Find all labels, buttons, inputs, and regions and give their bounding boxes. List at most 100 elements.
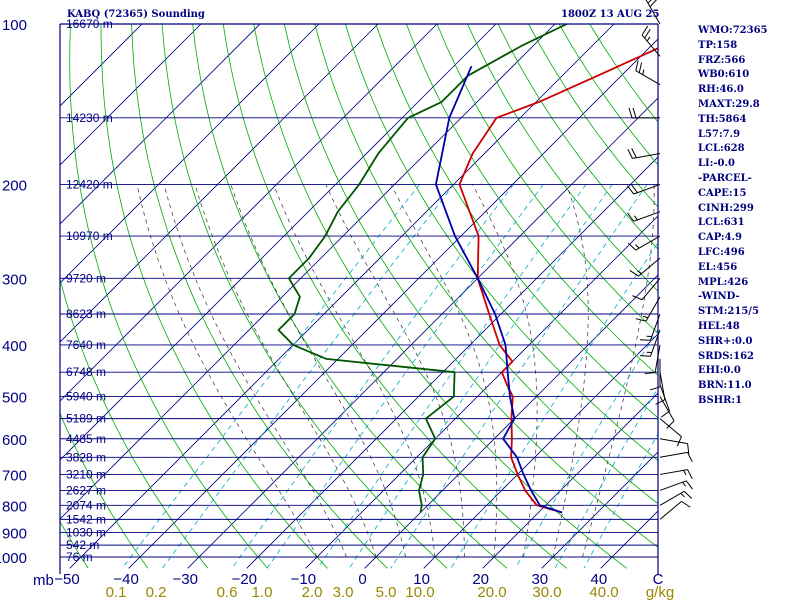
wind-barb-flag: [681, 500, 691, 508]
moist-adiabat-line: [390, 184, 498, 558]
isotherm-line: [482, 392, 658, 569]
wind-barbs: [627, 0, 693, 520]
mixing-ratio-line: [231, 184, 514, 569]
dry-adiabat-line: [345, 24, 658, 462]
mixing-ratio-line: [515, 328, 658, 569]
wind-barb-flag: [685, 480, 693, 490]
dry-adiabat-line: [406, 24, 658, 376]
background-grid: [60, 24, 658, 569]
height-label: 542 m: [66, 538, 99, 552]
wind-barb: [639, 313, 661, 341]
wind-barb: [627, 183, 661, 195]
pressure-tick-label: 200: [2, 177, 27, 194]
wind-barb-flag: [687, 452, 693, 462]
wind-barb-shaft: [659, 480, 687, 491]
wind-barb-flag: [687, 469, 693, 480]
mixing-ratio-line: [554, 387, 658, 569]
isotherm-line: [187, 97, 658, 569]
wind-barb-shaft: [659, 418, 682, 437]
wind-barb-flag: [666, 420, 675, 429]
wind-barb-flag: [632, 295, 643, 301]
isotherm-line: [364, 274, 658, 569]
wind-barb-shaft: [645, 296, 661, 322]
wind-barb: [659, 480, 693, 491]
wind-barb-flag: [627, 148, 633, 159]
pressure-tick-label: 100: [2, 17, 27, 34]
sounding-indices: WMO:72365 TP:158 FRZ:566 WB0:610 RH:46.0 MAXT…: [698, 24, 798, 409]
height-label: 16670 m: [66, 17, 113, 31]
wind-barb-flag: [649, 386, 661, 391]
mixing-ratio-line: [162, 184, 455, 569]
wind-barb-flag: [627, 185, 635, 195]
observation-time: 1800Z 13 AUG 25: [561, 9, 660, 20]
dry-adiabat-line: [131, 24, 388, 569]
height-label: 2074 m: [66, 498, 106, 512]
wind-barb-shaft: [632, 153, 661, 159]
wind-barb-shaft: [659, 438, 688, 445]
moist-adiabat-line: [230, 184, 406, 558]
wind-barb: [641, 25, 661, 57]
height-label: 3210 m: [66, 467, 106, 481]
wind-barb-flag: [642, 69, 645, 75]
sounding-index: TH:5864: [698, 113, 747, 125]
wind-barb: [635, 296, 661, 322]
mixing-ratio-label: 30.0: [532, 584, 561, 600]
wind-barb: [629, 257, 661, 277]
sounding-index: MAXT:29.8: [698, 98, 760, 110]
dry-adiabat-line: [497, 24, 658, 250]
temperature-tick-label: −30: [172, 571, 197, 588]
station-title: KABQ (72365) Sounding: [67, 9, 205, 20]
mixing-ratio-label: 2.0: [302, 584, 323, 600]
mixing-ratio-line: [390, 184, 648, 569]
wind-barb-flag: [635, 244, 640, 249]
height-label: 76 m: [66, 550, 93, 564]
wind-barb-shaft: [635, 235, 661, 251]
wind-barb: [659, 490, 693, 506]
wind-barb-flag: [628, 107, 633, 119]
wind-barb-shaft: [659, 384, 671, 412]
sounding-index: FRZ:566: [698, 54, 746, 66]
pressure-axis-label: mb: [33, 572, 54, 589]
temperature-tick-label: −50: [54, 571, 79, 588]
sounding-index: MPL:426: [698, 276, 749, 288]
wind-barb-flag: [627, 212, 635, 222]
mixing-ratio-label: 40.0: [589, 584, 618, 600]
parcel-trace: [435, 65, 563, 514]
sounding-index: LI:-0.0: [698, 158, 735, 170]
sounding-index: SHR+:0.0: [698, 335, 753, 347]
wind-barb-shaft: [659, 490, 685, 506]
sounding-profiles: [277, 24, 658, 514]
moist-adiabat-line: [325, 184, 465, 557]
sounding-index: L57:7.9: [698, 128, 741, 140]
height-label: 5189 m: [66, 412, 106, 426]
wind-barb: [635, 60, 661, 86]
temperature-tick-label: 0: [358, 571, 366, 588]
sounding-index: LFC:496: [698, 246, 745, 258]
wind-barb: [659, 384, 671, 418]
wind-barb-shaft: [659, 451, 688, 458]
dry-adiabat-line: [161, 24, 448, 569]
wind-barb-flag: [636, 270, 642, 275]
wind-barb-flag: [649, 0, 657, 8]
sounding-index: CINH:299: [698, 202, 754, 214]
mixing-ratio-label: 0.2: [146, 584, 167, 600]
mixing-ratio-label: g/kg: [646, 584, 674, 600]
sounding-index: -WIND-: [698, 291, 740, 303]
height-label: 14230 m: [66, 111, 113, 125]
dry-adiabat-line: [314, 24, 658, 505]
isotherm-line: [60, 24, 261, 225]
sounding-index: HEL:48: [698, 320, 740, 332]
pressure-tick-label: 500: [2, 390, 27, 407]
isotherm-line: [60, 24, 438, 402]
height-label: 2627 m: [66, 483, 106, 497]
wind-barb-flag: [683, 470, 687, 476]
dry-adiabat-line: [375, 24, 658, 419]
dry-adiabat-line: [283, 24, 658, 548]
wind-barb-flag: [631, 148, 637, 158]
height-label: 6748 m: [66, 365, 106, 379]
wind-barb-flag: [638, 62, 643, 73]
wind-barb-shaft: [649, 313, 661, 341]
dry-adiabat-line: [60, 520, 89, 569]
wind-barb-flag: [683, 490, 693, 499]
